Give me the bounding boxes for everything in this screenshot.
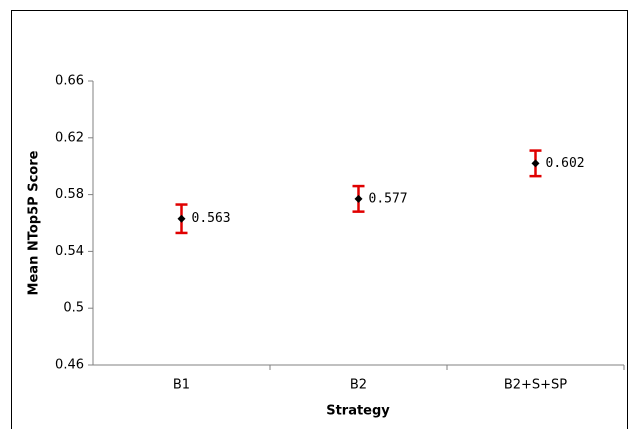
y-tick-label: 0.66 (55, 74, 84, 89)
chart-frame (11, 10, 628, 429)
x-tick-label: B1 (173, 378, 190, 393)
point (531, 159, 540, 168)
y-tick-label: 0.62 (55, 130, 84, 145)
data-label: 0.563 (192, 211, 231, 226)
y-axis-title: Mean NTop5P Score (27, 150, 42, 295)
y-tick-label: 0.54 (55, 244, 84, 259)
x-tick-label: B2 (350, 378, 367, 393)
data-label: 0.602 (546, 156, 585, 171)
y-tick-label: 0.58 (55, 187, 84, 202)
point (177, 214, 186, 223)
point (354, 194, 363, 203)
y-tick-label: 0.46 (55, 358, 84, 373)
x-tick-label: B2+S+SP (504, 378, 567, 393)
y-tick-label: 0.5 (63, 301, 84, 316)
x-axis-title: Strategy (326, 404, 390, 419)
data-label: 0.577 (369, 191, 408, 206)
